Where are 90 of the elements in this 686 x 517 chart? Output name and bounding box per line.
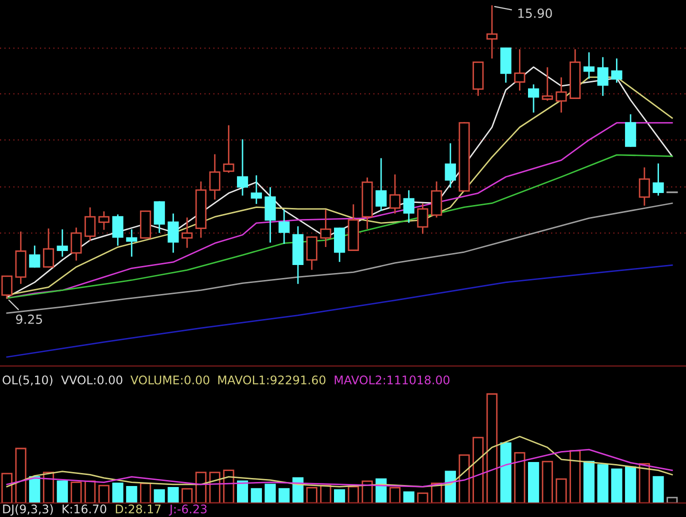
bar <box>70 482 82 503</box>
candlestick <box>168 214 179 253</box>
candlestick <box>250 175 262 204</box>
bar <box>334 489 346 503</box>
text: VOLUME:0.00 <box>130 375 210 384</box>
text: MAVOL2:111018.00 <box>334 375 450 384</box>
candlestick <box>29 246 40 268</box>
candlestick <box>528 84 540 113</box>
bar <box>666 496 678 503</box>
bar <box>362 480 373 503</box>
annotation: 15.90 <box>518 8 552 18</box>
candlestick <box>320 210 332 247</box>
candlestick <box>652 163 664 196</box>
candlestick <box>597 57 608 96</box>
text: DJ(9,3,3) <box>3 504 53 516</box>
bar <box>348 486 359 503</box>
candlestick <box>583 52 595 79</box>
candlestick <box>611 58 622 83</box>
candlestick <box>514 49 526 91</box>
bar <box>570 450 581 503</box>
bar <box>638 463 650 503</box>
bar <box>154 489 165 503</box>
bar <box>403 491 414 503</box>
candlestick <box>638 167 650 206</box>
candlestick <box>625 114 636 147</box>
bar <box>625 466 636 503</box>
bar <box>278 488 290 503</box>
text: K:16.70 <box>62 504 106 514</box>
candlestick <box>403 190 414 223</box>
candlestick <box>98 211 110 230</box>
bar <box>236 480 248 503</box>
bar <box>583 460 595 503</box>
candlestick <box>1 275 12 299</box>
bar <box>168 487 179 503</box>
candlestick <box>376 158 387 211</box>
candlestick <box>154 201 165 233</box>
bar <box>112 482 124 503</box>
bar <box>29 476 40 503</box>
bar <box>264 484 276 503</box>
candlestick <box>112 214 124 246</box>
bar <box>528 462 540 503</box>
text: VVOL:0.00 <box>61 375 122 384</box>
text: D:28.17 <box>116 504 161 514</box>
bar <box>597 464 608 503</box>
bar <box>652 476 664 503</box>
bar <box>611 468 622 503</box>
bar <box>15 448 26 503</box>
bar <box>500 442 512 503</box>
candlestick <box>556 77 567 113</box>
candlestick <box>56 229 68 257</box>
bar <box>98 484 110 503</box>
bar <box>250 488 262 503</box>
bar <box>182 488 193 503</box>
candlestick <box>209 154 220 200</box>
candlestick <box>486 5 498 59</box>
candlestick <box>306 236 318 270</box>
text: J:-6.23 <box>168 504 207 516</box>
bar <box>140 482 152 503</box>
bar <box>472 436 484 503</box>
bar <box>514 452 526 503</box>
bar <box>486 393 498 503</box>
candlestick <box>389 174 401 214</box>
bar <box>84 480 96 503</box>
bar <box>56 480 68 503</box>
annotation: 9.25 <box>16 314 42 324</box>
bar <box>556 478 567 503</box>
candlestick <box>444 143 456 188</box>
candlestick <box>278 210 290 244</box>
bar <box>306 487 318 503</box>
bar <box>542 460 553 503</box>
bar <box>458 454 470 503</box>
candlestick <box>70 228 82 261</box>
candlestick <box>264 187 276 243</box>
candlestick <box>84 207 96 241</box>
candlestick <box>126 229 138 257</box>
bar <box>223 470 234 503</box>
candlestick <box>182 217 193 248</box>
text: OL(5,10) <box>2 375 52 386</box>
bar <box>126 486 138 503</box>
candlestick <box>223 125 234 173</box>
bar <box>195 472 206 503</box>
candlestick <box>42 228 54 268</box>
bar <box>444 470 456 503</box>
candlestick <box>236 139 248 196</box>
text: MAVOL1:92291.60 <box>218 375 326 384</box>
bar <box>389 487 401 503</box>
candlestick <box>417 203 428 234</box>
bar <box>417 492 428 503</box>
candlestick <box>334 228 346 262</box>
candlestick <box>542 67 553 101</box>
